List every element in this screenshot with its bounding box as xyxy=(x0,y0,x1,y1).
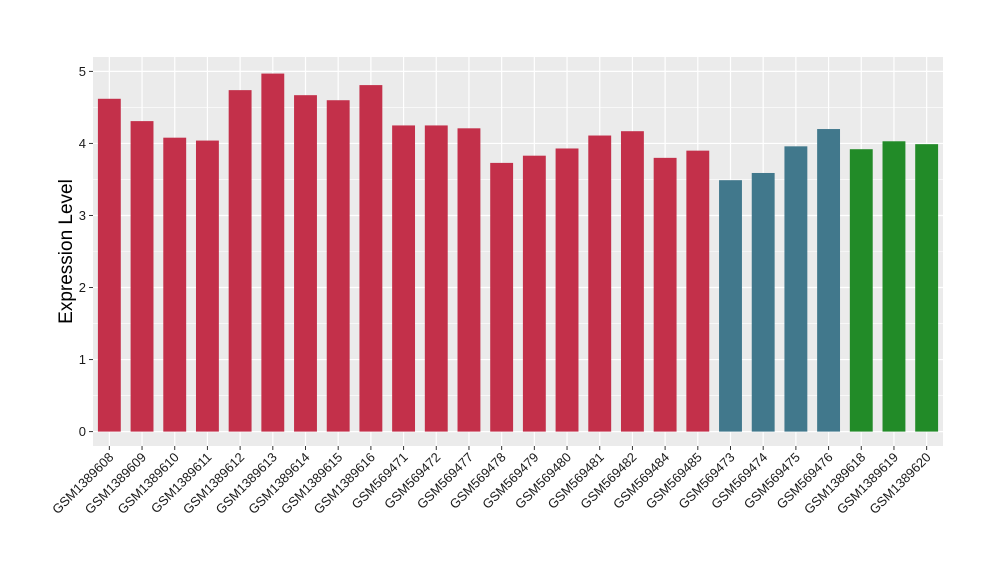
bar xyxy=(392,125,416,432)
y-tick-label: 4 xyxy=(79,136,86,151)
bar xyxy=(261,73,285,432)
y-tick-label: 2 xyxy=(79,280,86,295)
bar xyxy=(326,100,350,432)
bar xyxy=(620,131,644,432)
bar xyxy=(294,95,317,432)
y-tick-label: 1 xyxy=(79,352,86,367)
bar xyxy=(97,98,121,432)
bar xyxy=(915,144,939,432)
bars xyxy=(97,73,939,432)
bar xyxy=(817,129,841,432)
y-tick-label: 5 xyxy=(79,64,86,79)
bar xyxy=(882,141,906,432)
bar xyxy=(195,140,219,432)
bar xyxy=(490,162,514,432)
y-tick-label: 0 xyxy=(79,424,86,439)
bar xyxy=(588,135,612,432)
bar xyxy=(424,125,448,432)
y-axis: 0 1 2 3 4 5 xyxy=(79,64,93,439)
y-tick-label: 3 xyxy=(79,208,86,223)
bar xyxy=(228,90,252,432)
bar xyxy=(751,172,775,432)
bar xyxy=(359,85,383,432)
y-axis-title: Expression Level xyxy=(56,179,77,324)
bar xyxy=(555,148,579,432)
bar xyxy=(719,180,742,432)
bar xyxy=(849,149,873,432)
bar xyxy=(130,121,154,432)
x-axis: GSM1389608GSM1389609GSM1389610GSM1389611… xyxy=(49,446,934,517)
bar xyxy=(686,150,710,432)
bar xyxy=(784,146,808,432)
bar xyxy=(457,128,481,432)
bar xyxy=(653,157,677,432)
bar xyxy=(522,155,546,432)
bar xyxy=(163,137,187,432)
